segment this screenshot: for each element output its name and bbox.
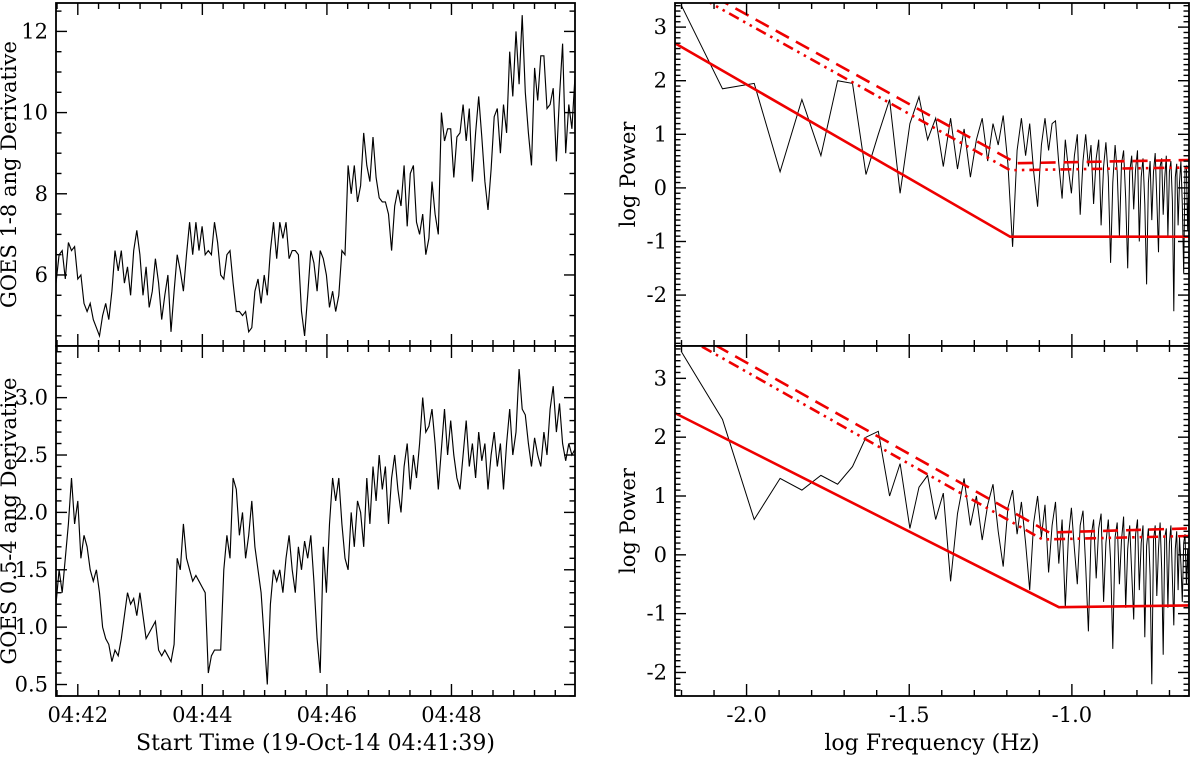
axis-labels: -2 -1 0 1 2 3 log Power bbox=[616, 15, 667, 307]
axis-text: 1.0 bbox=[15, 615, 48, 639]
axis-text: -2 bbox=[647, 660, 667, 684]
axis-labels: 04:42 04:44 04:46 04:48 0.5 1.0 1.5 2.0 2.5 3.0 St… bbox=[0, 378, 495, 756]
confidence-dashdot bbox=[707, 3, 1189, 172]
axis-text: 10 bbox=[21, 101, 48, 125]
axis-text: 12 bbox=[21, 19, 48, 43]
axis-ticks bbox=[675, 346, 1189, 697]
axis-text: 0.5 bbox=[15, 673, 48, 697]
axis-text: -2 bbox=[647, 283, 667, 307]
axis-text: log Frequency (Hz) bbox=[824, 731, 1039, 756]
axis-text: log Power bbox=[616, 467, 640, 574]
axis-text: GOES 0.5-4 ang Derivative bbox=[0, 378, 21, 665]
panel-spec_short: -2.0 -1.5 -1.0 -2 -1 0 1 2 3 log Frequency (Hz) lo… bbox=[616, 345, 1190, 756]
confidence-dashed bbox=[714, 346, 1189, 534]
axis-text: -1.5 bbox=[889, 703, 930, 727]
axis-ticks bbox=[56, 346, 575, 697]
axis-text: 2.5 bbox=[15, 443, 48, 467]
panel-frame bbox=[55, 345, 576, 697]
axis-text: 3 bbox=[654, 15, 667, 39]
fit-powerlaw-solid bbox=[675, 411, 1189, 609]
series-spec_short bbox=[681, 351, 1189, 685]
axis-text: 2 bbox=[654, 425, 667, 449]
axis-text: 0 bbox=[654, 176, 667, 200]
axis-text: 1 bbox=[654, 484, 667, 508]
series-goes_long bbox=[56, 15, 575, 339]
axis-text: 04:44 bbox=[172, 703, 233, 727]
axis-ticks bbox=[675, 3, 1189, 346]
series-goes_short bbox=[56, 368, 575, 685]
axis-labels: -2.0 -1.5 -1.0 -2 -1 0 1 2 3 log Frequency (Hz) lo… bbox=[616, 366, 1092, 756]
panel-spec_long: -2 -1 0 1 2 3 log Power bbox=[616, 2, 1190, 347]
axis-text: -1 bbox=[647, 602, 667, 626]
axis-text: -1 bbox=[647, 229, 667, 253]
axis-text: GOES 1-8 ang Derivative bbox=[0, 41, 21, 308]
axis-text: 04:46 bbox=[297, 703, 358, 727]
axis-text: 0 bbox=[654, 543, 667, 567]
axis-ticks bbox=[56, 3, 575, 346]
panel-frame bbox=[674, 345, 1190, 697]
axis-text: 3.0 bbox=[15, 386, 48, 410]
axis-text: 8 bbox=[35, 182, 48, 206]
axis-text: 04:48 bbox=[421, 703, 482, 727]
panel-goes_short: 04:42 04:44 04:46 04:48 0.5 1.0 1.5 2.0 2.5 3.0 St… bbox=[0, 345, 576, 756]
axis-text: 6 bbox=[35, 263, 48, 287]
axis-text: -2.0 bbox=[726, 703, 767, 727]
series-spec_long bbox=[681, 5, 1189, 312]
axis-text: -1.0 bbox=[1052, 703, 1093, 727]
axis-text: 2.0 bbox=[15, 500, 48, 524]
axis-text: 1 bbox=[654, 122, 667, 146]
axis-text: 1.5 bbox=[15, 558, 48, 582]
confidence-dashed bbox=[722, 3, 1189, 165]
axis-text: 3 bbox=[654, 366, 667, 390]
axis-text: log Power bbox=[616, 121, 640, 228]
confidence-dashdot bbox=[698, 346, 1189, 541]
fit-powerlaw-solid bbox=[675, 42, 1189, 238]
axis-text: Start Time (19-Oct-14 04:41:39) bbox=[136, 731, 495, 756]
axis-text: 04:42 bbox=[48, 703, 109, 727]
axis-text: 2 bbox=[654, 69, 667, 93]
